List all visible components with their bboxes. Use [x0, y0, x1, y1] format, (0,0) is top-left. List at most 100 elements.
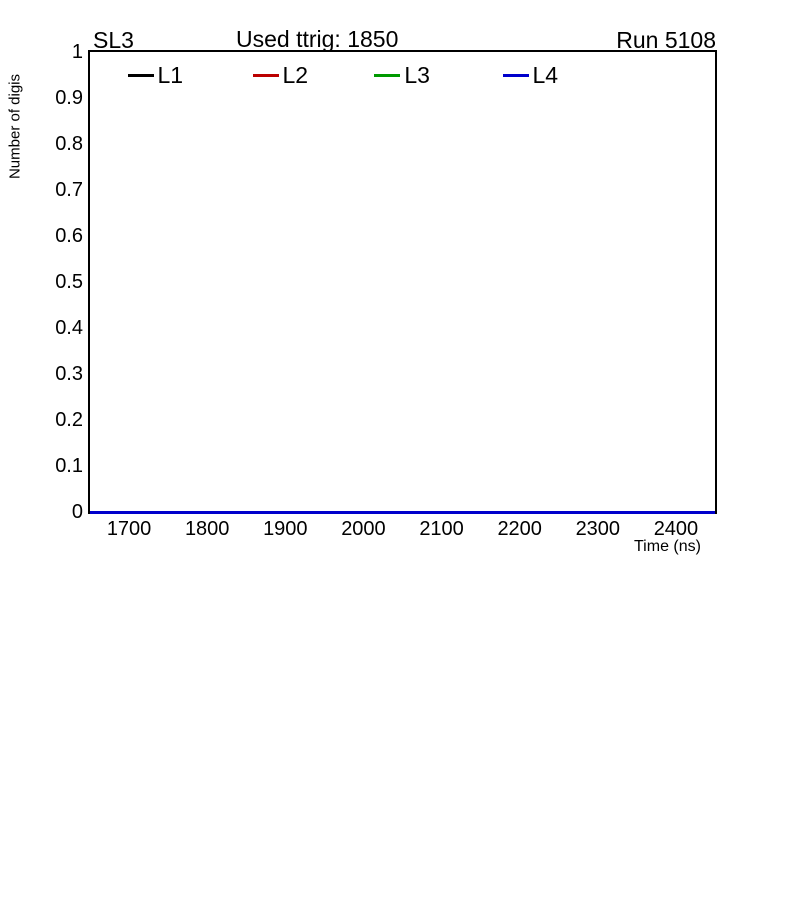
- y-tick-label: 0.7: [55, 179, 83, 201]
- x-tick-minor: [90, 331, 92, 338]
- x-tick-major: [90, 557, 92, 570]
- x-tick-major: [90, 352, 92, 365]
- chart-title: Used ttrig: 1850: [236, 26, 399, 52]
- x-tick-minor-mirror: [90, 584, 92, 591]
- x-tick-major: [90, 434, 92, 447]
- x-tick-label: 1900: [263, 518, 308, 540]
- x-tick-major-mirror: [90, 844, 92, 857]
- x-tick-label: 2300: [575, 518, 621, 540]
- x-tick-major: [90, 311, 92, 324]
- x-tick-minor-mirror: [90, 837, 92, 844]
- x-tick-label: 2200: [497, 518, 542, 540]
- x-tick-minor-mirror: [90, 816, 92, 823]
- run-label: Run 5108: [616, 27, 716, 53]
- x-tick-minor: [90, 406, 92, 413]
- x-tick-minor: [90, 447, 92, 454]
- x-tick-minor-mirror: [90, 666, 92, 673]
- x-tick-minor: [90, 461, 92, 468]
- x-axis-ticks-mirror: [90, 584, 715, 912]
- series-line-l4: [90, 510, 715, 514]
- x-tick-minor-mirror: [90, 700, 92, 707]
- x-tick-minor-mirror: [90, 673, 92, 680]
- x-tick-minor: [90, 338, 92, 345]
- x-tick-major-mirror: [90, 885, 92, 898]
- x-tick-minor: [90, 365, 92, 372]
- x-tick-label: 1800: [184, 518, 230, 540]
- x-tick-minor: [90, 536, 92, 543]
- x-tick-label: 2100: [419, 518, 464, 540]
- x-tick-minor: [90, 570, 92, 577]
- x-tick-minor-mirror: [90, 878, 92, 885]
- x-tick-minor: [90, 454, 92, 461]
- x-tick-major: [90, 393, 92, 406]
- x-tick-minor-mirror: [90, 830, 92, 837]
- x-tick-minor: [90, 577, 92, 584]
- y-tick-label: 0.6: [55, 225, 83, 247]
- x-tick-minor: [90, 372, 92, 379]
- y-tick-label: 0.1: [55, 455, 83, 477]
- x-tick-minor: [90, 529, 92, 536]
- y-tick-label: 1: [71, 41, 83, 63]
- y-tick-label: 0.9: [55, 87, 83, 109]
- x-tick-minor-mirror: [90, 871, 92, 878]
- x-tick-minor-mirror: [90, 898, 92, 905]
- y-axis-ticks: [90, 52, 715, 154]
- x-tick-minor: [90, 283, 92, 290]
- x-tick-minor: [90, 297, 92, 304]
- x-tick-minor: [90, 263, 92, 270]
- y-axis-ticks-mirror: [90, 154, 715, 256]
- x-tick-minor: [90, 550, 92, 557]
- x-tick-minor-mirror: [90, 707, 92, 714]
- x-tick-minor: [90, 345, 92, 352]
- x-axis-ticks: [90, 256, 715, 584]
- x-tick-major: [90, 516, 92, 529]
- x-tick-minor-mirror: [90, 632, 92, 639]
- x-tick-minor: [90, 324, 92, 331]
- x-tick-major-mirror: [90, 680, 92, 693]
- x-tick-major-mirror: [90, 721, 92, 734]
- x-tick-minor: [90, 502, 92, 509]
- y-tick-label: 0.2: [55, 409, 83, 431]
- x-tick-minor-mirror: [90, 857, 92, 864]
- superlayer-label: SL3: [93, 27, 134, 53]
- x-tick-minor: [90, 468, 92, 475]
- plot-frame: 0 0.1 0.2 0.3 0.4 0.5 0.6 0.7 0.8 0.9 1 1700 1800 19…: [55, 42, 717, 539]
- x-tick-minor: [90, 420, 92, 427]
- x-tick-minor: [90, 304, 92, 311]
- x-tick-minor-mirror: [90, 611, 92, 618]
- x-tick-minor: [90, 495, 92, 502]
- x-tick-minor-mirror: [90, 652, 92, 659]
- x-tick-minor-mirror: [90, 625, 92, 632]
- x-tick-minor: [90, 379, 92, 386]
- x-tick-minor: [90, 427, 92, 434]
- x-tick-minor-mirror: [90, 796, 92, 803]
- y-tick-label: 0.4: [55, 317, 83, 339]
- x-tick-minor: [90, 256, 92, 263]
- x-tick-minor-mirror: [90, 748, 92, 755]
- y-tick-label: 0.3: [55, 363, 83, 385]
- y-tick-label: 0.5: [55, 271, 83, 293]
- x-tick-label: 1700: [106, 518, 152, 540]
- x-tick-label: 2400: [653, 518, 699, 540]
- y-tick-label: 0: [71, 501, 83, 523]
- x-tick-major: [90, 270, 92, 283]
- x-tick-minor-mirror: [90, 618, 92, 625]
- x-tick-minor: [90, 290, 92, 297]
- x-tick-minor-mirror: [90, 591, 92, 598]
- x-tick-minor-mirror: [90, 741, 92, 748]
- x-tick-minor-mirror: [90, 782, 92, 789]
- x-tick-minor-mirror: [90, 734, 92, 741]
- x-tick-minor: [90, 543, 92, 550]
- root-canvas: SL3 Used ttrig: 1850 Run 5108 Number of …: [6, 26, 717, 555]
- x-tick-minor: [90, 386, 92, 393]
- y-tick-label: 0.8: [55, 133, 83, 155]
- x-tick-minor-mirror: [90, 714, 92, 721]
- x-tick-major-mirror: [90, 803, 92, 816]
- x-tick-major-mirror: [90, 639, 92, 652]
- x-tick-minor-mirror: [90, 864, 92, 871]
- x-tick-major-mirror: [90, 598, 92, 611]
- x-tick-minor-mirror: [90, 775, 92, 782]
- x-tick-label: 2000: [341, 518, 386, 540]
- x-tick-minor-mirror: [90, 789, 92, 796]
- x-tick-minor-mirror: [90, 693, 92, 700]
